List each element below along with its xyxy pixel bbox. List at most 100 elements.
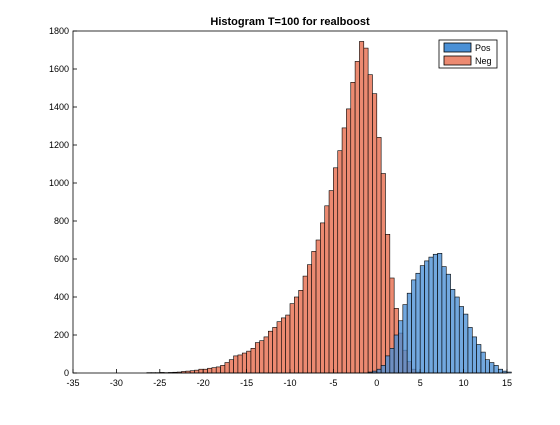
- pos-bar: [394, 335, 398, 373]
- pos-bar: [451, 289, 455, 373]
- legend-label-pos: Pos: [475, 43, 491, 53]
- neg-bar: [312, 251, 316, 373]
- neg-bar: [385, 234, 389, 373]
- x-tick-label: -10: [283, 378, 296, 388]
- neg-bar: [294, 297, 298, 373]
- pos-bar: [399, 321, 403, 373]
- neg-bar: [290, 304, 294, 373]
- pos-bar: [403, 305, 407, 373]
- y-tick-label: 1200: [49, 140, 69, 150]
- neg-bar: [277, 322, 281, 373]
- pos-bar: [481, 352, 485, 373]
- chart-title: Histogram T=100 for realboost: [210, 16, 370, 28]
- neg-bar: [381, 174, 385, 374]
- pos-bar: [425, 261, 429, 373]
- neg-bar: [260, 341, 264, 373]
- pos-bar: [485, 360, 489, 373]
- neg-bar: [216, 367, 220, 373]
- pos-bar: [490, 363, 494, 373]
- neg-bar: [281, 318, 285, 373]
- neg-bar: [359, 41, 363, 373]
- y-tick-label: 1000: [49, 178, 69, 188]
- pos-bar: [472, 337, 476, 373]
- neg-bar: [325, 206, 329, 373]
- y-tick-label: 800: [54, 216, 69, 226]
- y-tick-label: 1600: [49, 64, 69, 74]
- pos-bar: [442, 267, 446, 373]
- x-tick-label: 5: [418, 378, 423, 388]
- neg-bar: [238, 355, 242, 373]
- neg-bar: [268, 331, 272, 373]
- neg-bar: [355, 61, 359, 373]
- x-tick-label: -25: [153, 378, 166, 388]
- neg-bar: [286, 315, 290, 373]
- x-tick-label: -35: [66, 378, 79, 388]
- pos-bar: [446, 274, 450, 373]
- neg-bar: [329, 191, 333, 373]
- neg-bar: [203, 369, 207, 373]
- y-tick-label: 1400: [49, 102, 69, 112]
- y-tick-label: 1800: [49, 26, 69, 36]
- neg-bar: [342, 128, 346, 373]
- y-tick-label: 0: [64, 368, 69, 378]
- neg-bar: [338, 151, 342, 373]
- neg-bar: [377, 137, 381, 373]
- pos-bar: [498, 369, 502, 373]
- legend-label-neg: Neg: [475, 56, 492, 66]
- neg-bar: [229, 360, 233, 373]
- neg-bar: [333, 168, 337, 373]
- neg-bar: [303, 276, 307, 373]
- x-tick-label: -5: [329, 378, 337, 388]
- pos-bar: [455, 297, 459, 373]
- x-tick-label: 10: [459, 378, 469, 388]
- y-tick-label: 600: [54, 254, 69, 264]
- pos-bar: [468, 327, 472, 373]
- neg-bar: [195, 370, 199, 373]
- x-tick-label: -30: [110, 378, 123, 388]
- pos-bar: [385, 356, 389, 373]
- pos-bar: [377, 369, 381, 373]
- neg-bar: [351, 82, 355, 373]
- pos-bar: [381, 365, 385, 373]
- pos-bar: [464, 314, 468, 373]
- y-tick-label: 400: [54, 292, 69, 302]
- pos-bar: [412, 280, 416, 373]
- neg-bar: [320, 223, 324, 373]
- pos-bar: [477, 345, 481, 374]
- neg-bar: [364, 48, 368, 373]
- neg-bar: [251, 348, 255, 373]
- pos-bar: [420, 266, 424, 373]
- y-tick-label: 200: [54, 330, 69, 340]
- neg-bar: [346, 109, 350, 373]
- pos-bar: [390, 348, 394, 373]
- x-tick-label: 15: [502, 378, 512, 388]
- x-tick-label: 0: [374, 378, 379, 388]
- pos-bar: [407, 293, 411, 373]
- legend: Pos Neg: [439, 40, 497, 68]
- legend-swatch-neg: [444, 56, 471, 65]
- pos-bar: [416, 273, 420, 373]
- neg-bar: [234, 356, 238, 373]
- neg-bar: [208, 368, 212, 373]
- neg-bar: [255, 343, 259, 373]
- pos-bar: [494, 365, 498, 373]
- pos-bar: [429, 257, 433, 373]
- pos-bar: [459, 307, 463, 374]
- pos-bar: [433, 254, 437, 373]
- neg-bar: [225, 363, 229, 373]
- neg-bar: [212, 368, 216, 373]
- neg-bar: [199, 369, 203, 373]
- neg-bar: [368, 75, 372, 373]
- x-tick-label: -15: [240, 378, 253, 388]
- neg-bar: [264, 337, 268, 373]
- neg-bar: [247, 351, 251, 373]
- neg-bar: [242, 353, 246, 373]
- legend-swatch-pos: [444, 43, 471, 52]
- neg-bar: [299, 290, 303, 373]
- neg-bar: [273, 327, 277, 373]
- neg-bar: [221, 365, 225, 373]
- neg-bar: [307, 265, 311, 373]
- neg-bar: [316, 240, 320, 373]
